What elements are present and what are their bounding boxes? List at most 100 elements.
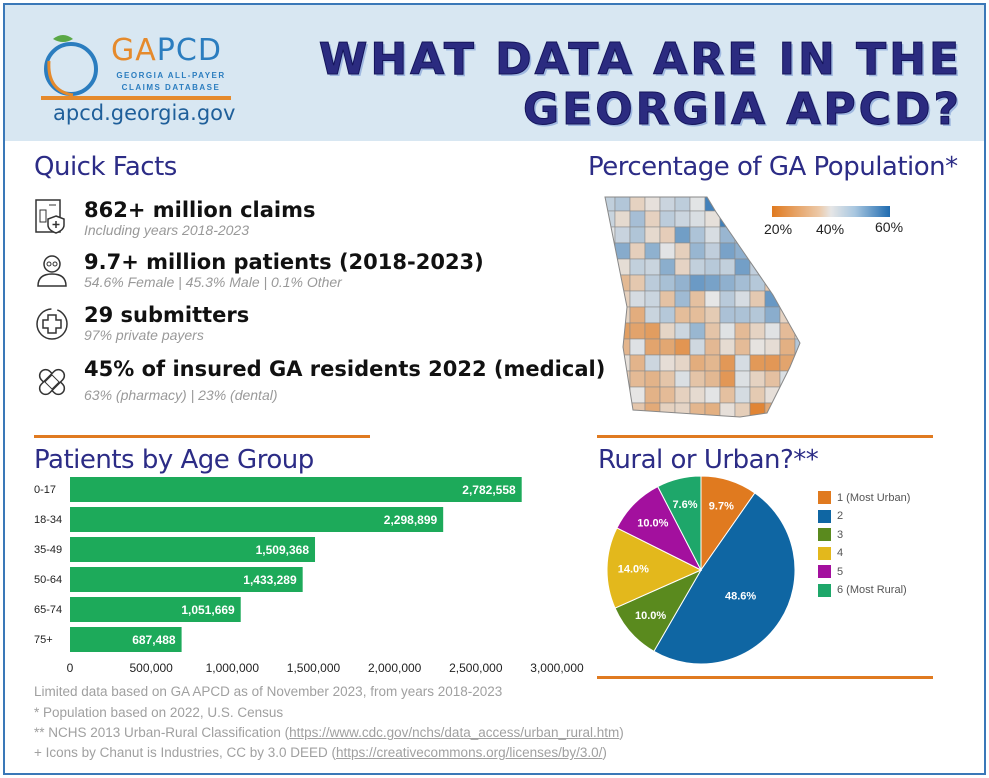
county-cell bbox=[629, 242, 646, 260]
pie-slice-label: 9.7% bbox=[709, 500, 734, 512]
county-cell bbox=[749, 274, 766, 292]
county-cell bbox=[644, 386, 661, 404]
section-divider-right bbox=[597, 435, 933, 438]
legend-item: 2 bbox=[818, 509, 843, 523]
county-cell bbox=[764, 306, 781, 324]
county-cell bbox=[794, 258, 800, 276]
county-cell bbox=[749, 242, 766, 260]
bar-value-label: 1,509,368 bbox=[256, 543, 310, 557]
x-tick-label: 500,000 bbox=[129, 661, 173, 675]
fact-submitters-note: 97% private payers bbox=[84, 327, 204, 343]
county-cell bbox=[764, 354, 781, 372]
county-cell bbox=[720, 419, 735, 425]
nchs-link[interactable]: https://www.cdc.gov/nchs/data_access/urb… bbox=[289, 725, 620, 740]
county-cell bbox=[689, 242, 706, 260]
county-cell bbox=[719, 258, 736, 276]
county-cell bbox=[674, 354, 691, 372]
county-cell bbox=[629, 306, 646, 324]
bar-category-label: 75+ bbox=[34, 634, 53, 646]
county-cell bbox=[605, 322, 616, 340]
county-cell bbox=[719, 274, 736, 292]
county-cell bbox=[764, 242, 781, 260]
patient-person-icon bbox=[37, 255, 67, 287]
gapcd-logo[interactable]: GAPCD GEORGIA ALL-PAYER CLAIMS DATABASE … bbox=[41, 31, 241, 131]
county-cell bbox=[749, 370, 766, 388]
legend-item: 5 bbox=[818, 565, 843, 578]
county-cell bbox=[600, 419, 615, 425]
bar-value-label: 1,433,289 bbox=[243, 573, 297, 587]
pie-chart-title: Rural or Urban?** bbox=[598, 445, 819, 475]
county-cell bbox=[659, 258, 676, 276]
county-cell bbox=[659, 338, 676, 356]
county-cell bbox=[614, 402, 631, 417]
county-cell bbox=[704, 322, 721, 340]
county-cell bbox=[660, 419, 675, 425]
fact-submitters-value: 29 submitters bbox=[84, 303, 250, 327]
county-cell bbox=[659, 226, 676, 244]
county-cell bbox=[674, 258, 691, 276]
county-cell bbox=[659, 402, 676, 417]
county-cell bbox=[764, 338, 781, 356]
county-cell bbox=[605, 242, 616, 260]
county-cell bbox=[749, 338, 766, 356]
county-cell bbox=[705, 419, 720, 425]
legend-item: 4 bbox=[818, 546, 843, 560]
county-cell bbox=[659, 306, 676, 324]
county-cell bbox=[750, 419, 765, 425]
county-cell bbox=[704, 370, 721, 388]
county-cell bbox=[735, 419, 750, 425]
bar-0-17 bbox=[70, 477, 522, 502]
title-line1: WHAT DATA ARE IN THE bbox=[318, 34, 962, 85]
pie-slice-label: 10.0% bbox=[635, 610, 666, 622]
county-cell bbox=[629, 338, 646, 356]
page-title: WHAT DATA ARE IN THE GEORGIA APCD? bbox=[318, 34, 962, 135]
county-cell bbox=[659, 274, 676, 292]
county-cell bbox=[704, 338, 721, 356]
logo-line2: CLAIMS DATABASE bbox=[121, 83, 221, 92]
county-cell bbox=[674, 370, 691, 388]
county-cell bbox=[794, 306, 800, 324]
pie-slice-label: 10.0% bbox=[637, 517, 668, 529]
legend-item: 1 (Most Urban) bbox=[818, 491, 910, 504]
fact-patients-note: 54.6% Female | 45.3% Male | 0.1% Other bbox=[84, 274, 342, 290]
fact-patients: 9.7+ million patients (2018-2023) 54.6% … bbox=[84, 250, 484, 290]
claims-document-icon bbox=[35, 199, 65, 234]
fact-claims-note: Including years 2018-2023 bbox=[84, 222, 250, 238]
county-cell bbox=[644, 242, 661, 260]
bar-35-49 bbox=[70, 537, 316, 562]
title-line2: GEORGIA APCD? bbox=[523, 84, 962, 135]
county-cell bbox=[644, 258, 661, 276]
legend-label: 3 bbox=[837, 528, 844, 541]
county-cell bbox=[764, 322, 781, 340]
county-cell bbox=[734, 274, 751, 292]
bar-value-label: 2,782,558 bbox=[462, 483, 516, 497]
site-url-link[interactable]: apcd.georgia.gov bbox=[53, 101, 236, 125]
county-cell bbox=[794, 322, 800, 340]
county-cell bbox=[794, 242, 800, 260]
county-cell bbox=[605, 354, 616, 372]
county-cell bbox=[644, 210, 661, 228]
county-cell bbox=[794, 290, 800, 308]
county-cell bbox=[689, 274, 706, 292]
x-tick-label: 1,500,000 bbox=[287, 661, 341, 675]
county-cell bbox=[779, 258, 796, 276]
county-cell bbox=[675, 419, 690, 425]
county-cell bbox=[629, 370, 646, 388]
cc-license-link[interactable]: https://creativecommons.org/licenses/by/… bbox=[336, 745, 603, 760]
county-cell bbox=[629, 226, 646, 244]
fact-claims: 862+ million claims Including years 2018… bbox=[84, 198, 316, 238]
bar-category-label: 65-74 bbox=[34, 604, 62, 616]
county-cell bbox=[794, 370, 800, 388]
county-cell bbox=[779, 338, 796, 356]
county-cell bbox=[734, 290, 751, 308]
county-cell bbox=[764, 258, 781, 276]
county-cell bbox=[674, 290, 691, 308]
county-cell bbox=[719, 306, 736, 324]
county-cell bbox=[614, 354, 631, 372]
bar-18-34 bbox=[70, 507, 444, 532]
bar-value-label: 687,488 bbox=[132, 633, 176, 647]
fact-submitters: 29 submitters 97% private payers bbox=[84, 303, 249, 343]
bar-category-label: 50-64 bbox=[34, 574, 62, 586]
georgia-county-map bbox=[600, 196, 801, 425]
county-cell bbox=[734, 197, 751, 212]
